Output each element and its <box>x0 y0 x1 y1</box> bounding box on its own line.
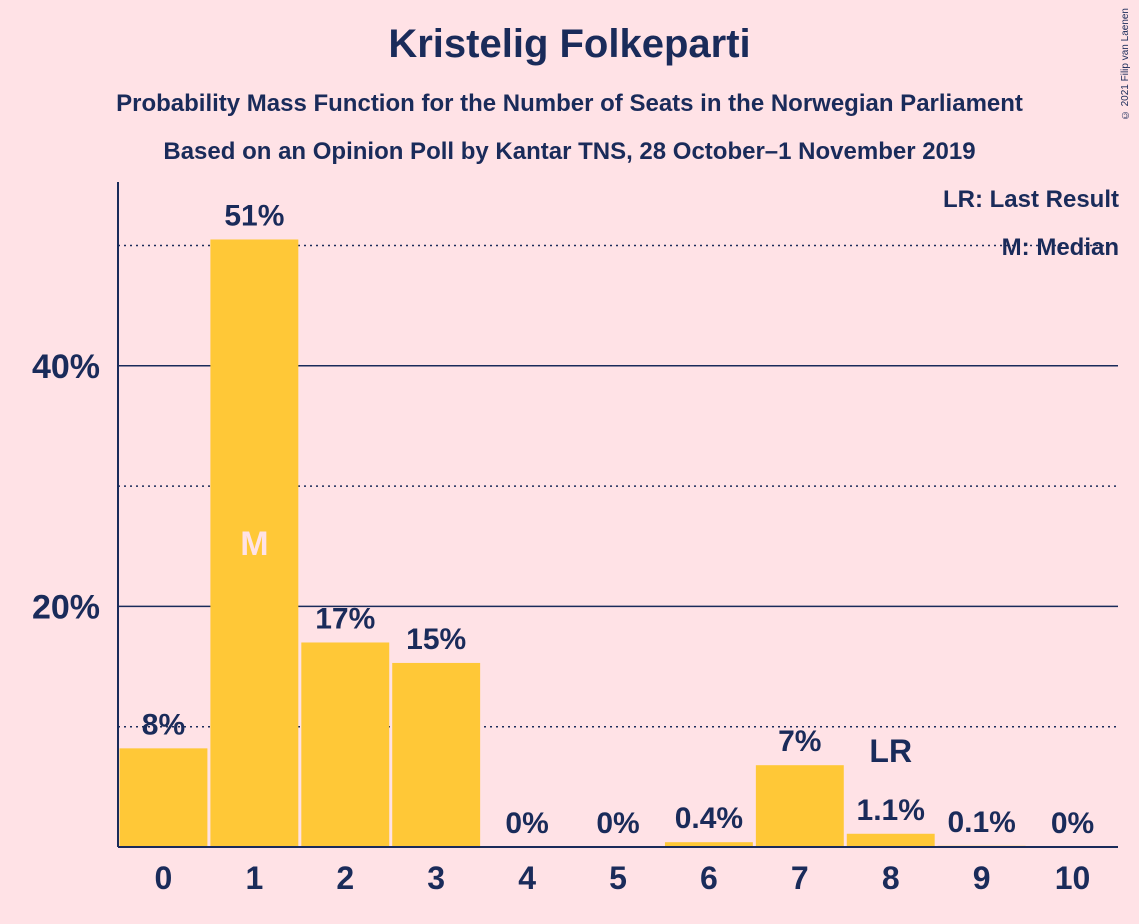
bar-value-label: 7% <box>778 725 821 758</box>
bar <box>846 833 935 847</box>
x-tick-label: 2 <box>336 860 354 896</box>
chart-source-line: Based on an Opinion Poll by Kantar TNS, … <box>163 138 976 165</box>
bar-value-label: 0% <box>596 807 639 840</box>
chart-title: Kristelig Folkeparti <box>388 22 751 66</box>
x-tick-label: 1 <box>245 860 263 896</box>
x-tick-label: 6 <box>700 860 718 896</box>
last-result-marker: LR <box>869 733 912 769</box>
bar-value-label: 17% <box>315 602 375 635</box>
x-tick-label: 0 <box>155 860 173 896</box>
x-tick-label: 4 <box>518 860 536 896</box>
bar-value-label: 8% <box>142 708 185 741</box>
bar-value-label: 15% <box>406 623 466 656</box>
bar <box>755 765 844 847</box>
x-tick-label: 8 <box>882 860 900 896</box>
bar <box>301 642 390 847</box>
legend-median: M: Median <box>1001 234 1119 261</box>
median-marker: M <box>240 525 268 563</box>
legend-last-result: LR: Last Result <box>942 186 1119 213</box>
x-tick-label: 5 <box>609 860 627 896</box>
x-tick-label: 7 <box>791 860 809 896</box>
x-tick-label: 9 <box>973 860 991 896</box>
bar <box>664 842 753 847</box>
bar-value-label: 0% <box>505 807 548 840</box>
y-tick-label: 40% <box>32 348 100 386</box>
bars <box>119 239 1026 848</box>
bar-value-label: 0.1% <box>947 806 1015 839</box>
bar <box>392 662 481 847</box>
bar <box>210 239 299 848</box>
bar-labels: 8% 51% M 17% 15% 0% 0% 0.4% 7% 1.1% LR 0.1% 0% <box>142 199 1094 840</box>
bar-value-label: 0.4% <box>675 802 743 835</box>
chart-subtitle: Probability Mass Function for the Number… <box>116 90 1023 117</box>
bar-value-label: 51% <box>224 199 284 232</box>
axes: 20% 40% 0 1 2 3 4 5 6 7 8 9 10 <box>32 182 1118 896</box>
bar-value-label: 1.1% <box>857 794 925 827</box>
x-tick-label: 10 <box>1055 860 1091 896</box>
x-tick-label: 3 <box>427 860 445 896</box>
bar <box>119 748 208 847</box>
bar-value-label: 0% <box>1051 807 1094 840</box>
y-tick-label: 20% <box>32 588 100 626</box>
